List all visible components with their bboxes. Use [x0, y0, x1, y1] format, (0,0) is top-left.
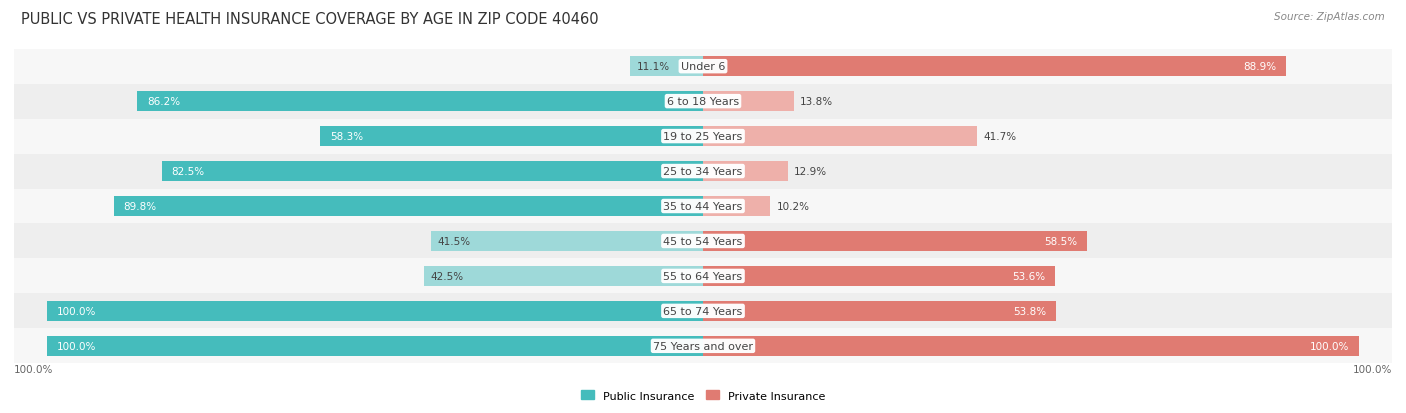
Text: Source: ZipAtlas.com: Source: ZipAtlas.com [1274, 12, 1385, 22]
Bar [703, 231, 1087, 252]
Bar [14, 189, 1392, 224]
Text: 19 to 25 Years: 19 to 25 Years [664, 132, 742, 142]
Text: PUBLIC VS PRIVATE HEALTH INSURANCE COVERAGE BY AGE IN ZIP CODE 40460: PUBLIC VS PRIVATE HEALTH INSURANCE COVER… [21, 12, 599, 27]
Bar [114, 197, 703, 216]
Bar [138, 92, 703, 112]
Bar [703, 336, 1360, 356]
Bar [14, 294, 1392, 329]
Bar [321, 127, 703, 147]
Text: 41.5%: 41.5% [437, 236, 471, 247]
Text: 75 Years and over: 75 Years and over [652, 341, 754, 351]
Text: 100.0%: 100.0% [1310, 341, 1350, 351]
Text: 10.2%: 10.2% [776, 202, 810, 211]
Bar [703, 161, 787, 182]
Bar [425, 266, 703, 286]
Bar [46, 301, 703, 321]
Text: 45 to 54 Years: 45 to 54 Years [664, 236, 742, 247]
Bar [703, 301, 1056, 321]
Text: 12.9%: 12.9% [794, 166, 827, 177]
Bar [430, 231, 703, 252]
Text: 11.1%: 11.1% [637, 62, 669, 72]
Bar [703, 92, 793, 112]
Bar [14, 50, 1392, 84]
Text: 6 to 18 Years: 6 to 18 Years [666, 97, 740, 107]
Text: 65 to 74 Years: 65 to 74 Years [664, 306, 742, 316]
Bar [703, 57, 1286, 77]
Text: 25 to 34 Years: 25 to 34 Years [664, 166, 742, 177]
Text: 89.8%: 89.8% [124, 202, 156, 211]
Bar [630, 57, 703, 77]
Text: Under 6: Under 6 [681, 62, 725, 72]
Text: 100.0%: 100.0% [1353, 364, 1392, 374]
Bar [703, 127, 977, 147]
Bar [703, 197, 770, 216]
Bar [14, 224, 1392, 259]
Bar [703, 266, 1054, 286]
Text: 35 to 44 Years: 35 to 44 Years [664, 202, 742, 211]
Bar [14, 119, 1392, 154]
Text: 100.0%: 100.0% [14, 364, 53, 374]
Text: 100.0%: 100.0% [56, 341, 96, 351]
Text: 53.8%: 53.8% [1014, 306, 1046, 316]
Text: 58.5%: 58.5% [1043, 236, 1077, 247]
Text: 55 to 64 Years: 55 to 64 Years [664, 271, 742, 281]
Text: 86.2%: 86.2% [148, 97, 180, 107]
Text: 100.0%: 100.0% [56, 306, 96, 316]
Bar [14, 154, 1392, 189]
Text: 41.7%: 41.7% [983, 132, 1017, 142]
Bar [14, 84, 1392, 119]
Text: 13.8%: 13.8% [800, 97, 834, 107]
Bar [162, 161, 703, 182]
Bar [14, 329, 1392, 363]
Bar [46, 336, 703, 356]
Text: 53.6%: 53.6% [1012, 271, 1045, 281]
Text: 42.5%: 42.5% [430, 271, 464, 281]
Text: 82.5%: 82.5% [172, 166, 205, 177]
Text: 88.9%: 88.9% [1243, 62, 1277, 72]
Legend: Public Insurance, Private Insurance: Public Insurance, Private Insurance [576, 386, 830, 405]
Text: 58.3%: 58.3% [330, 132, 363, 142]
Bar [14, 259, 1392, 294]
